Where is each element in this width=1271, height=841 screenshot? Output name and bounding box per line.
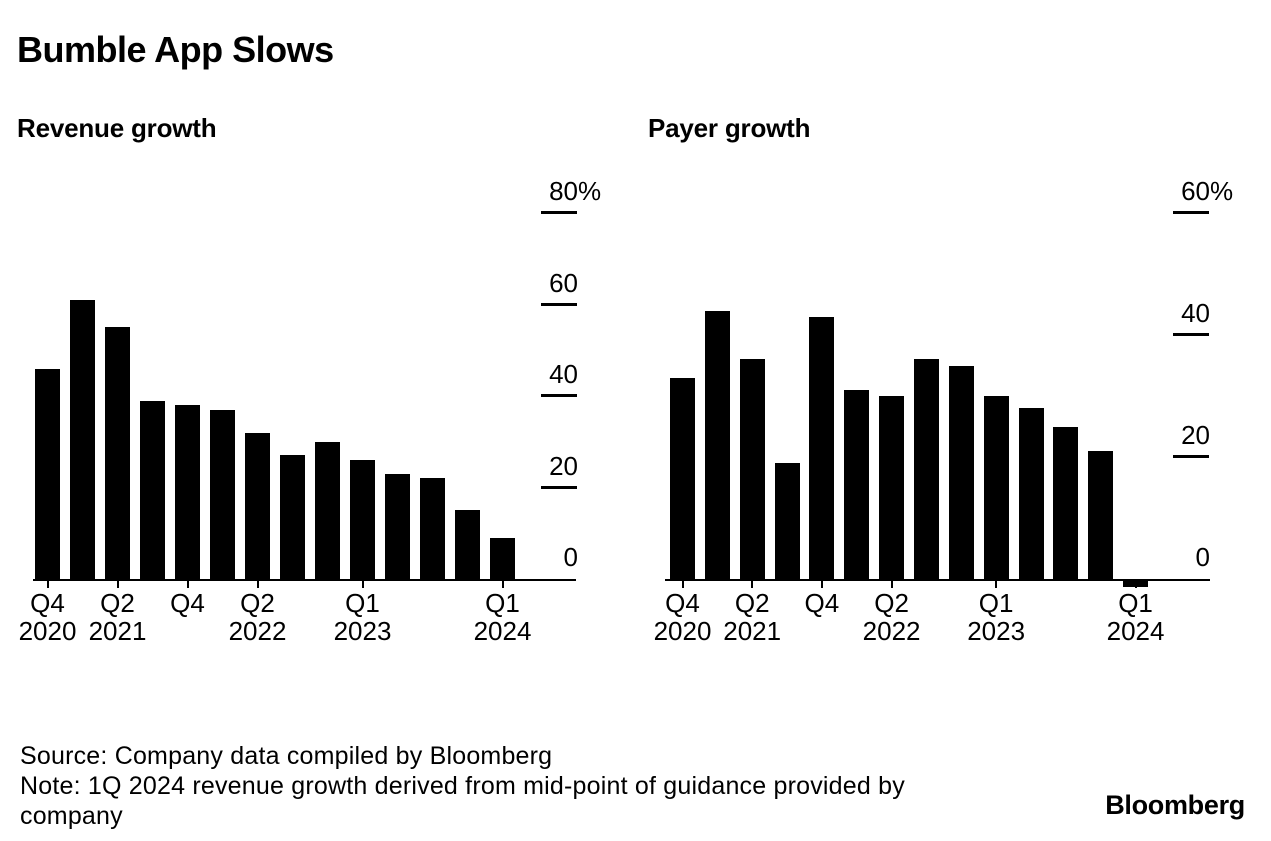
bar <box>913 359 939 579</box>
y-axis-label-value: 40 <box>1181 298 1210 328</box>
y-axis-label: 40 <box>1173 298 1210 330</box>
y-axis-label-value: 0 <box>563 542 578 572</box>
bar <box>490 537 515 579</box>
bar <box>879 396 905 579</box>
bar <box>280 455 305 579</box>
chart-subtitle-payer-growth: Payer growth <box>648 113 811 143</box>
y-axis-tick <box>1173 333 1209 336</box>
x-axis-tick <box>681 579 684 588</box>
x-axis-tick <box>890 579 893 588</box>
bar <box>1053 426 1079 579</box>
y-axis-label: 80% <box>541 176 601 208</box>
x-axis-label-year: 2023 <box>967 616 1026 646</box>
x-axis-label-quarter: Q4 <box>170 588 205 618</box>
source-text: Source: Company data compiled by Bloombe… <box>20 742 553 770</box>
bar <box>983 396 1009 579</box>
bar <box>844 389 870 579</box>
x-axis-tick <box>820 579 823 588</box>
y-axis-tick <box>541 302 577 306</box>
x-axis-label-quarter: Q1 <box>345 588 380 618</box>
y-axis-tick <box>541 211 577 214</box>
y-axis-label: 60% <box>1173 176 1233 208</box>
x-axis-label-year: 2020 <box>653 616 712 646</box>
x-axis-label-quarter: Q2 <box>100 588 135 618</box>
x-axis-tick <box>46 579 49 588</box>
x-axis-label-quarter: Q4 <box>30 588 65 618</box>
bar <box>245 432 270 579</box>
x-axis-label-quarter: Q1 <box>978 588 1014 618</box>
x-axis-tick <box>116 579 119 588</box>
note-text-line2: company <box>20 802 123 830</box>
y-axis-unit: % <box>578 176 602 206</box>
x-axis-label-year: 2022 <box>228 616 287 646</box>
bar <box>105 327 130 579</box>
bar <box>1088 450 1114 579</box>
x-axis-baseline <box>33 579 576 581</box>
bar <box>809 316 835 579</box>
y-axis-label: 20 <box>1173 420 1210 452</box>
y-axis-label-value: 80 <box>549 176 578 206</box>
y-axis-label-value: 20 <box>549 450 578 481</box>
y-axis-tick <box>1173 455 1209 458</box>
y-axis-unit: % <box>1210 176 1234 206</box>
x-axis-tick <box>186 579 189 588</box>
y-axis-label: 0 <box>1173 542 1210 574</box>
x-axis-tick <box>256 579 259 588</box>
bar <box>774 463 800 579</box>
y-axis-tick <box>541 485 577 489</box>
y-axis-label: 20 <box>541 451 578 483</box>
bar <box>140 400 165 579</box>
bar <box>385 473 410 579</box>
figure-title: Bumble App Slows <box>17 29 334 70</box>
bar <box>350 460 375 579</box>
note-text-line1: Note: 1Q 2024 revenue growth derived fro… <box>20 772 905 800</box>
x-axis-tick <box>501 579 504 588</box>
x-axis-label-year: 2022 <box>862 616 921 646</box>
bar <box>210 409 235 579</box>
x-axis-label-year: 2024 <box>1106 616 1165 646</box>
y-axis-label-value: 20 <box>1181 420 1210 450</box>
x-axis-label-year: 2023 <box>333 616 392 646</box>
x-axis-label-year: 2021 <box>88 616 147 646</box>
x-axis-label-quarter: Q1 <box>1118 588 1153 618</box>
x-axis-label-quarter: Q4 <box>804 588 840 618</box>
y-axis-label: 40 <box>541 359 578 391</box>
y-axis-label: 60 <box>541 268 578 300</box>
bar <box>704 310 730 579</box>
x-axis-label-quarter: Q2 <box>734 588 770 618</box>
y-axis-label-value: 40 <box>549 359 578 389</box>
bar <box>1018 408 1044 579</box>
x-axis-label-quarter: Q2 <box>874 588 909 618</box>
bar <box>420 478 445 579</box>
x-axis-tick <box>995 579 998 588</box>
bloomberg-logo: Bloomberg <box>1105 790 1245 820</box>
x-axis-label-quarter: Q2 <box>240 588 275 618</box>
bar <box>70 299 95 579</box>
x-axis-baseline <box>665 579 1210 581</box>
bar <box>175 405 200 579</box>
x-axis-tick <box>1134 579 1137 588</box>
bar <box>455 510 480 579</box>
bar <box>35 368 60 579</box>
y-axis-label-value: 0 <box>1195 542 1210 572</box>
bar <box>315 441 340 579</box>
x-axis-label-year: 2024 <box>473 616 532 646</box>
bar <box>670 377 695 579</box>
y-axis-label-value: 60 <box>549 267 578 298</box>
x-axis-label-year: 2021 <box>723 616 782 646</box>
y-axis-label-value: 60 <box>1181 176 1210 206</box>
x-axis-label-year: 2020 <box>18 616 77 646</box>
bar <box>739 359 765 579</box>
bar <box>948 365 974 579</box>
x-axis-label-quarter: Q1 <box>485 588 520 618</box>
y-axis-tick <box>1173 211 1209 214</box>
y-axis-label: 0 <box>541 542 578 574</box>
x-axis-tick <box>751 579 754 588</box>
chart-subtitle-revenue-growth: Revenue growth <box>17 113 217 143</box>
x-axis-tick <box>361 579 364 588</box>
x-axis-label-quarter: Q4 <box>665 588 700 618</box>
y-axis-tick <box>541 394 577 397</box>
